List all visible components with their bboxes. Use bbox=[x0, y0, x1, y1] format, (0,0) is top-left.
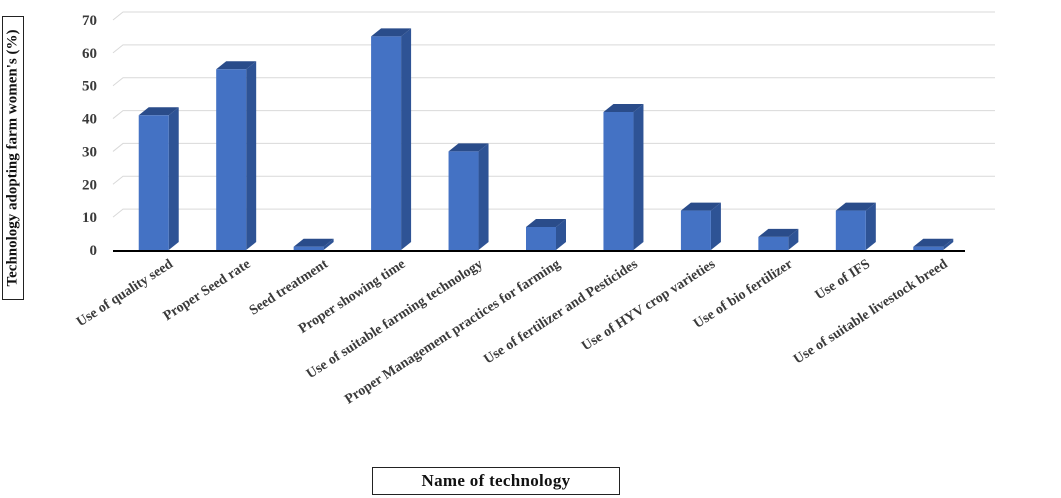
bar-front bbox=[293, 246, 324, 250]
bar-top bbox=[216, 61, 257, 70]
gridline bbox=[112, 11, 995, 21]
y-axis-tick-labels: 0 10 20 30 40 50 60 70 bbox=[82, 13, 97, 259]
x-tick-label: Use of quality seed bbox=[74, 257, 176, 330]
bar bbox=[835, 202, 876, 250]
bar-front bbox=[603, 112, 634, 250]
x-axis-title: Name of technology bbox=[372, 467, 620, 495]
bar bbox=[138, 107, 179, 251]
bar-top bbox=[371, 28, 412, 37]
gridline bbox=[112, 142, 995, 152]
bar-top bbox=[603, 104, 644, 112]
x-tick-label: Use of fertilizer and Pesticides bbox=[481, 256, 641, 367]
bar-top bbox=[138, 107, 179, 116]
x-tick-label: Use of IFS bbox=[813, 257, 874, 304]
y-tick-label: 40 bbox=[82, 112, 97, 128]
bar-top bbox=[526, 219, 566, 227]
bar-side bbox=[788, 228, 799, 250]
gridline bbox=[112, 77, 995, 87]
bar bbox=[913, 238, 954, 250]
x-tick-label: Use of suitable livestock breed bbox=[791, 257, 950, 368]
bar bbox=[448, 143, 489, 250]
bar bbox=[758, 228, 799, 250]
gridlines bbox=[112, 11, 995, 218]
gridline bbox=[112, 110, 995, 119]
bar-side bbox=[323, 238, 334, 250]
y-tick-label: 0 bbox=[90, 243, 98, 259]
x-tick-label: Use of HYV crop varieties bbox=[579, 256, 718, 354]
bar-top bbox=[835, 202, 876, 211]
bar-side bbox=[943, 238, 954, 250]
bar-front bbox=[216, 69, 247, 251]
bar-front bbox=[526, 227, 556, 250]
bar-side bbox=[168, 107, 179, 251]
bar-front bbox=[371, 36, 402, 250]
bar bbox=[603, 104, 644, 250]
bar bbox=[216, 61, 257, 251]
bar-side bbox=[401, 28, 412, 250]
bars bbox=[138, 28, 954, 251]
y-tick-label: 10 bbox=[82, 210, 97, 226]
bar-front bbox=[835, 210, 866, 250]
bar bbox=[293, 238, 334, 250]
y-tick-label: 60 bbox=[82, 46, 97, 62]
gridline bbox=[112, 175, 995, 185]
bar bbox=[680, 202, 721, 250]
bar-front bbox=[680, 210, 711, 250]
bar bbox=[526, 219, 566, 250]
bar-front bbox=[913, 246, 944, 250]
y-tick-label: 20 bbox=[82, 177, 97, 193]
y-axis-title-box bbox=[2, 16, 24, 300]
bar-front bbox=[758, 236, 789, 250]
bar-top bbox=[293, 238, 334, 247]
bar-top bbox=[913, 238, 954, 247]
bar-side bbox=[246, 61, 257, 251]
x-tick-label: Proper Seed rate bbox=[161, 257, 254, 324]
bar-front bbox=[448, 151, 479, 250]
bar-side bbox=[556, 219, 566, 250]
bar-side bbox=[865, 202, 876, 250]
bar-top bbox=[448, 143, 489, 152]
y-axis-title: Technology adopting farm women's (%) bbox=[4, 29, 21, 287]
bar-side bbox=[633, 104, 644, 250]
bar-top bbox=[680, 202, 721, 211]
bar-front bbox=[138, 115, 169, 251]
bar-side bbox=[478, 143, 489, 250]
bar-top bbox=[758, 228, 799, 237]
bar bbox=[371, 28, 412, 250]
bar-side bbox=[710, 202, 721, 250]
gridline bbox=[112, 44, 995, 54]
y-tick-label: 70 bbox=[82, 13, 97, 29]
y-tick-label: 50 bbox=[82, 79, 97, 95]
y-tick-label: 30 bbox=[82, 144, 97, 160]
